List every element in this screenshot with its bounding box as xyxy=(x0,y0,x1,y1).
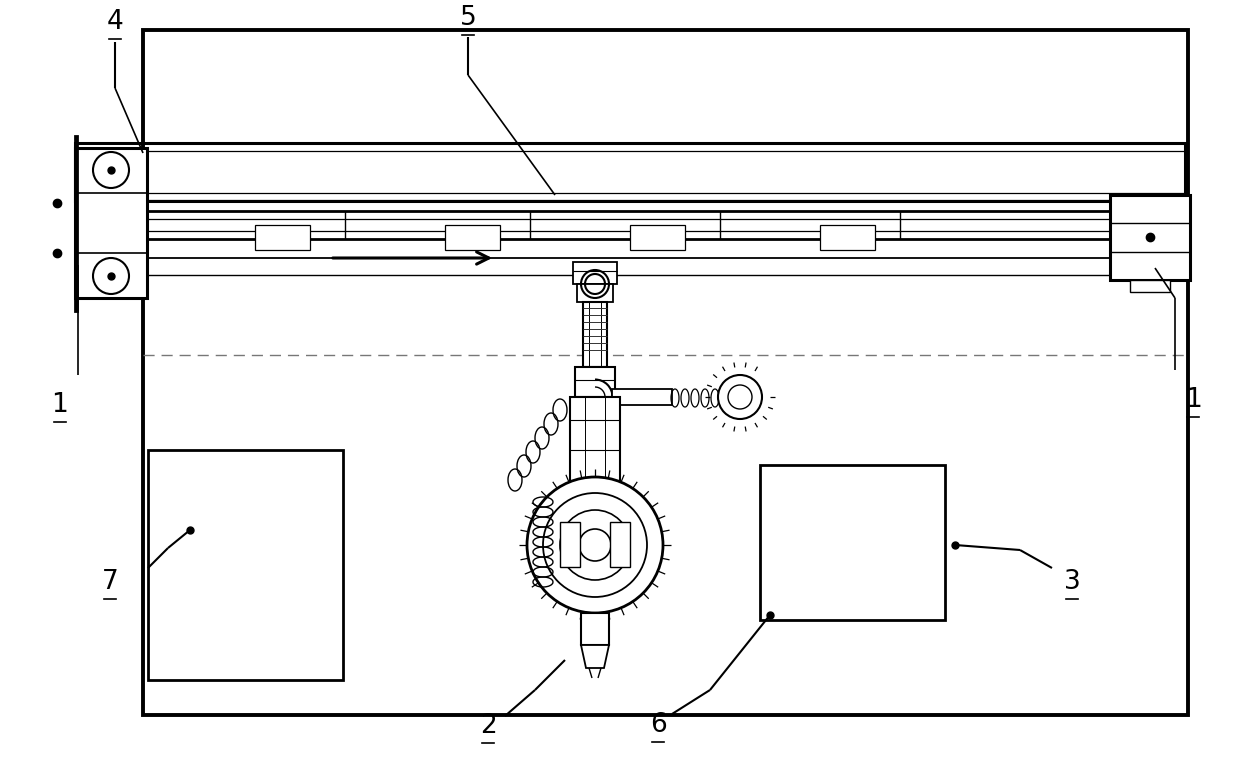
Bar xyxy=(570,397,620,487)
Text: 5: 5 xyxy=(460,5,476,31)
Bar xyxy=(560,522,580,567)
Bar xyxy=(74,148,148,298)
Bar xyxy=(148,450,343,680)
Bar xyxy=(820,225,875,250)
Circle shape xyxy=(527,477,663,613)
Bar xyxy=(74,211,1185,239)
Bar xyxy=(760,465,945,620)
Bar xyxy=(1110,195,1190,280)
Bar xyxy=(567,487,622,522)
Circle shape xyxy=(560,510,630,580)
Text: 2: 2 xyxy=(480,713,496,739)
Bar xyxy=(613,389,672,405)
Bar xyxy=(630,225,684,250)
Text: 3: 3 xyxy=(1064,569,1080,595)
Text: 1: 1 xyxy=(52,392,68,418)
Bar xyxy=(575,367,615,397)
Bar xyxy=(583,302,608,367)
Bar xyxy=(582,613,609,645)
Bar xyxy=(610,522,630,567)
Polygon shape xyxy=(582,645,609,668)
Circle shape xyxy=(543,493,647,597)
Bar xyxy=(255,225,310,250)
Text: 7: 7 xyxy=(102,569,118,595)
Text: 4: 4 xyxy=(107,9,123,35)
Text: 1: 1 xyxy=(1184,387,1202,413)
Bar xyxy=(143,30,1188,715)
Text: 6: 6 xyxy=(650,712,666,738)
Bar xyxy=(74,143,1185,201)
Circle shape xyxy=(579,529,611,561)
Bar xyxy=(577,284,613,302)
Circle shape xyxy=(718,375,763,419)
Bar xyxy=(445,225,500,250)
Bar xyxy=(1130,280,1171,292)
Bar xyxy=(573,262,618,284)
Bar xyxy=(74,136,77,311)
